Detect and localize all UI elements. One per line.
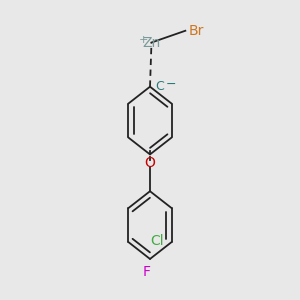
Text: +: + (139, 35, 148, 45)
Text: O: O (145, 156, 155, 170)
Text: −: − (165, 78, 176, 91)
Text: F: F (143, 266, 151, 279)
Text: Br: Br (189, 24, 204, 38)
Text: C: C (155, 80, 164, 93)
Text: Zn: Zn (142, 35, 160, 50)
Text: Cl: Cl (151, 233, 164, 248)
